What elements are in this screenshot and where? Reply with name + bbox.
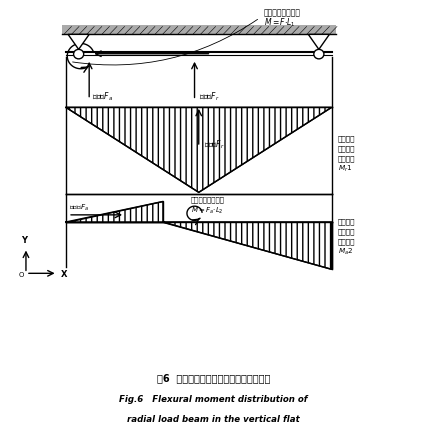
Text: 轴向力产生的弯矩: 轴向力产生的弯矩 — [190, 196, 224, 203]
Text: radial load beam in the vertical flat: radial load beam in the vertical flat — [127, 415, 299, 424]
Text: 起的弯矩: 起的弯矩 — [337, 238, 354, 245]
Text: 径向力$F_r$: 径向力$F_r$ — [203, 139, 224, 151]
Circle shape — [313, 49, 323, 59]
Text: $M_a$2: $M_a$2 — [337, 246, 352, 257]
Text: $M=F_a{\cdot}L_2$: $M=F_a{\cdot}L_2$ — [190, 205, 223, 216]
Polygon shape — [68, 34, 89, 49]
Text: X: X — [60, 271, 67, 279]
Text: 径向力引: 径向力引 — [337, 146, 354, 152]
Text: 铅垂面内: 铅垂面内 — [337, 136, 354, 143]
Text: 起的弯矩: 起的弯矩 — [337, 155, 354, 162]
Text: $M=F{\cdot}L_1$: $M=F{\cdot}L_1$ — [263, 16, 295, 29]
Text: 轴向力产生的弯矩: 轴向力产生的弯矩 — [263, 8, 300, 17]
Text: 铅垂面内: 铅垂面内 — [337, 219, 354, 225]
Text: 轴向力引: 轴向力引 — [337, 228, 354, 235]
Circle shape — [73, 49, 83, 59]
Polygon shape — [163, 222, 331, 269]
Polygon shape — [66, 107, 331, 192]
Polygon shape — [308, 34, 328, 49]
Text: $M_r$1: $M_r$1 — [337, 164, 351, 174]
Text: 轴向力$F_a$: 轴向力$F_a$ — [69, 203, 89, 213]
Polygon shape — [66, 202, 163, 222]
Text: 径向力$F_r$: 径向力$F_r$ — [198, 90, 219, 103]
Text: 图6  径向负载梁在垂直平面上的弯矩分布: 图6 径向负载梁在垂直平面上的弯矩分布 — [156, 373, 270, 383]
Text: 轴向力$F_a$: 轴向力$F_a$ — [92, 90, 113, 103]
Text: O: O — [18, 272, 23, 278]
Text: Fig.6   Flexural moment distribution of: Fig.6 Flexural moment distribution of — [119, 395, 307, 404]
Text: Y: Y — [21, 236, 27, 245]
